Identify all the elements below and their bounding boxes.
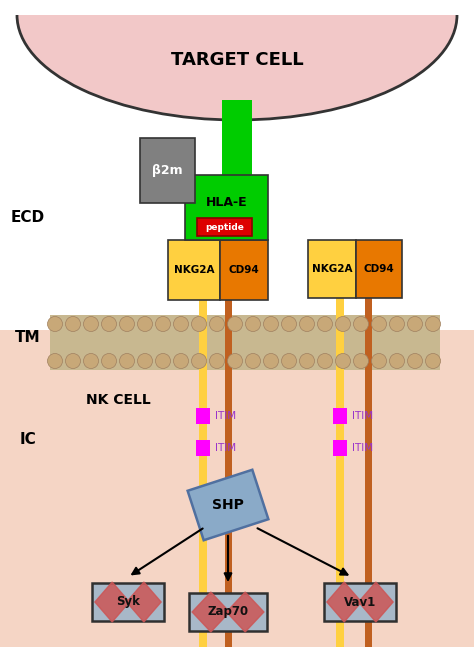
Text: ITIM: ITIM (215, 443, 236, 453)
Text: SHP: SHP (212, 498, 244, 512)
Circle shape (47, 353, 63, 369)
Circle shape (191, 353, 207, 369)
Circle shape (228, 353, 243, 369)
Circle shape (191, 316, 207, 331)
Bar (356, 240, 402, 298)
Bar (168, 240, 220, 300)
Circle shape (390, 316, 404, 331)
Circle shape (210, 353, 225, 369)
Text: TM: TM (15, 331, 41, 345)
Text: β2m: β2m (152, 164, 183, 177)
Circle shape (300, 353, 315, 369)
Bar (0, 0, 474, 15)
Text: TARGET CELL: TARGET CELL (171, 51, 303, 69)
Circle shape (264, 316, 279, 331)
Polygon shape (192, 592, 229, 632)
Bar (324, 583, 396, 621)
Circle shape (390, 353, 404, 369)
Text: ITIM: ITIM (352, 411, 373, 421)
Circle shape (155, 316, 171, 331)
Bar (333, 408, 347, 424)
FancyBboxPatch shape (188, 470, 268, 540)
Bar (225, 285, 232, 647)
Text: IC: IC (19, 432, 36, 448)
Text: NK CELL: NK CELL (86, 393, 150, 407)
Circle shape (282, 316, 297, 331)
Circle shape (336, 353, 350, 369)
Polygon shape (95, 582, 129, 622)
Circle shape (372, 316, 386, 331)
Text: Zap70: Zap70 (208, 606, 248, 619)
Text: Vav1: Vav1 (344, 595, 376, 608)
Circle shape (119, 316, 135, 331)
Polygon shape (358, 582, 393, 622)
Circle shape (83, 316, 99, 331)
Text: CD94: CD94 (228, 265, 259, 275)
Text: NKG2A: NKG2A (312, 264, 352, 274)
Circle shape (246, 316, 261, 331)
Bar (0, 330, 474, 647)
Circle shape (408, 316, 422, 331)
Circle shape (318, 316, 332, 331)
Bar (92, 583, 164, 621)
Bar (196, 440, 210, 456)
Circle shape (354, 316, 368, 331)
Text: ECD: ECD (11, 210, 45, 226)
Ellipse shape (17, 0, 457, 120)
Circle shape (210, 316, 225, 331)
Circle shape (408, 353, 422, 369)
Circle shape (119, 353, 135, 369)
Text: CD94: CD94 (364, 264, 394, 274)
Bar (336, 240, 344, 647)
Bar (50, 315, 440, 370)
Circle shape (65, 316, 81, 331)
Circle shape (246, 353, 261, 369)
Polygon shape (327, 582, 362, 622)
Bar (196, 408, 210, 424)
Circle shape (228, 316, 243, 331)
Text: Syk: Syk (116, 595, 140, 608)
Bar (220, 240, 268, 300)
Circle shape (155, 353, 171, 369)
Bar (199, 285, 207, 647)
Circle shape (426, 316, 440, 331)
Text: peptide: peptide (205, 223, 244, 232)
Circle shape (101, 316, 117, 331)
Text: ITIM: ITIM (352, 443, 373, 453)
Circle shape (318, 353, 332, 369)
Text: ITIM: ITIM (215, 411, 236, 421)
Bar (222, 100, 252, 175)
Bar (140, 138, 195, 203)
Polygon shape (227, 592, 264, 632)
Circle shape (354, 353, 368, 369)
Text: HLA-E: HLA-E (206, 196, 247, 209)
Bar (185, 175, 268, 240)
Polygon shape (127, 582, 161, 622)
Circle shape (372, 353, 386, 369)
Circle shape (65, 353, 81, 369)
Circle shape (47, 316, 63, 331)
Circle shape (83, 353, 99, 369)
Bar (197, 218, 252, 236)
Text: NKG2A: NKG2A (174, 265, 214, 275)
Circle shape (137, 353, 153, 369)
Bar (308, 240, 356, 298)
Circle shape (336, 316, 350, 331)
Circle shape (101, 353, 117, 369)
Circle shape (264, 353, 279, 369)
Circle shape (173, 353, 189, 369)
Bar (365, 240, 372, 647)
Circle shape (173, 316, 189, 331)
Bar (189, 593, 267, 631)
Circle shape (137, 316, 153, 331)
Circle shape (426, 353, 440, 369)
Circle shape (282, 353, 297, 369)
Circle shape (300, 316, 315, 331)
Bar (333, 440, 347, 456)
